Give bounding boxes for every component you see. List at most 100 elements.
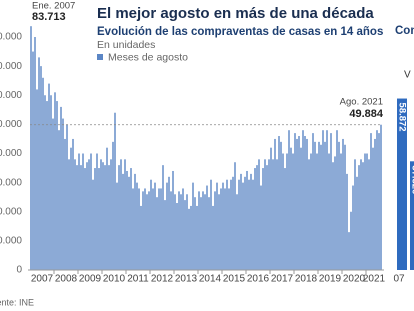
bar — [304, 136, 306, 270]
bar — [162, 165, 164, 270]
bar — [290, 147, 292, 270]
bar — [110, 159, 112, 270]
bar — [352, 185, 354, 270]
bar — [240, 173, 242, 270]
bar — [318, 141, 320, 270]
source: Fuente: INE — [0, 297, 34, 307]
bar — [182, 188, 184, 270]
bar — [254, 168, 256, 270]
bar — [74, 159, 76, 270]
bar — [226, 179, 228, 270]
x-tick-label: 2016 — [247, 274, 270, 285]
bar — [210, 179, 212, 270]
bar — [286, 153, 288, 270]
side-annotation: V — [404, 70, 411, 81]
bar — [344, 144, 346, 270]
bar — [282, 153, 284, 270]
bar — [248, 179, 250, 270]
bar — [292, 153, 294, 270]
bar — [140, 205, 142, 270]
bar — [236, 194, 238, 270]
bar — [64, 138, 66, 270]
bar — [370, 133, 372, 270]
bar — [266, 165, 268, 270]
bar — [330, 133, 332, 270]
bar — [314, 141, 316, 270]
bar — [160, 188, 162, 270]
legend-label: Meses de agosto — [108, 51, 188, 63]
bar — [152, 188, 154, 270]
bar — [144, 188, 146, 270]
bar — [216, 182, 218, 270]
bar — [258, 159, 260, 270]
bar — [230, 179, 232, 270]
y-tick-label: 40.000 — [0, 148, 22, 159]
bar — [82, 153, 84, 270]
bar — [202, 191, 204, 270]
bar — [170, 191, 172, 270]
bar — [306, 138, 308, 270]
bar — [186, 194, 188, 270]
bar — [146, 194, 148, 270]
bar — [256, 165, 258, 270]
bar — [278, 136, 280, 270]
bar — [238, 179, 240, 270]
bar — [348, 232, 350, 270]
bar — [368, 159, 370, 270]
bar — [208, 197, 210, 270]
bar — [94, 168, 96, 270]
bar — [36, 89, 38, 270]
bar — [102, 162, 104, 270]
y-tick-label: 60.000 — [0, 90, 22, 101]
bar — [320, 144, 322, 270]
bar — [90, 153, 92, 270]
bar — [204, 194, 206, 270]
bar — [88, 159, 90, 270]
bar — [66, 124, 68, 270]
bar — [356, 176, 358, 270]
x-tick-label: 2013 — [175, 274, 198, 285]
bar — [200, 197, 202, 270]
bar — [32, 51, 34, 270]
bar — [220, 188, 222, 270]
bar — [298, 136, 300, 270]
bar — [232, 176, 234, 270]
bar — [324, 141, 326, 270]
bar — [192, 182, 194, 270]
bar — [358, 165, 360, 270]
bar — [122, 173, 124, 270]
bar — [272, 159, 274, 270]
bar — [84, 168, 86, 270]
bar — [378, 133, 380, 270]
y-tick-label: 70.000 — [0, 61, 22, 72]
x-tick-label: 2017 — [271, 274, 294, 285]
bar — [92, 179, 94, 270]
bar — [260, 185, 262, 270]
bar — [264, 159, 266, 270]
bar — [118, 165, 120, 270]
bar — [354, 159, 356, 270]
bar — [310, 153, 312, 270]
bar — [114, 112, 116, 270]
bar — [274, 138, 276, 270]
bar — [128, 176, 130, 270]
chart-subtitle: Evolución de las compraventas de casas e… — [97, 26, 383, 38]
bar — [268, 159, 270, 270]
bar — [190, 205, 192, 270]
bar — [40, 66, 42, 270]
x-tick-label: 2019 — [319, 274, 342, 285]
bar — [300, 147, 302, 270]
bar — [116, 182, 118, 270]
bar — [188, 208, 190, 270]
x-tick-label: 2014 — [199, 274, 222, 285]
x-tick-label: 2011 — [127, 274, 149, 285]
side-title: Com — [395, 25, 414, 37]
bar — [96, 153, 98, 270]
bar — [218, 194, 220, 270]
bar — [48, 83, 50, 270]
bar — [242, 182, 244, 270]
annotation-label: Ago. 2021 — [340, 97, 383, 108]
bar — [212, 205, 214, 270]
bar — [54, 92, 56, 271]
x-tick-label: 2009 — [79, 274, 102, 285]
